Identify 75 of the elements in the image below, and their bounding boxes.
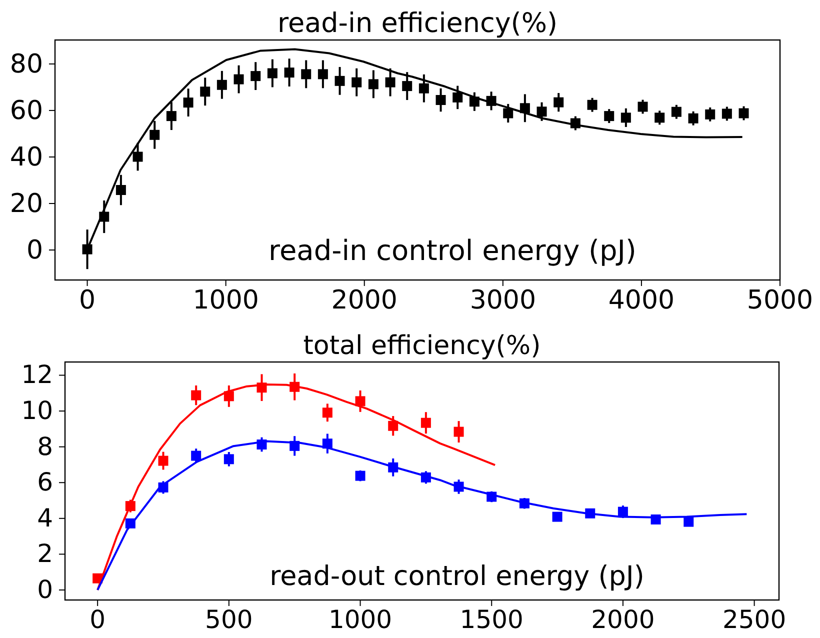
- point: [418, 83, 429, 94]
- point: [436, 95, 446, 105]
- point: [334, 76, 345, 86]
- y-tick-label: 0: [37, 574, 53, 604]
- point: [355, 396, 366, 406]
- point: [183, 98, 194, 108]
- point: [132, 152, 143, 162]
- x-tick-label: 3000: [470, 285, 536, 316]
- x-tick-label: 5000: [746, 285, 814, 316]
- point: [116, 185, 126, 195]
- y-tick-label: 60: [10, 96, 43, 126]
- point: [654, 112, 665, 123]
- chart-title: read-in efficiency(%): [277, 8, 558, 39]
- y-tick-label: 8: [37, 432, 53, 461]
- x-tick-label: 2000: [591, 604, 655, 634]
- point: [638, 102, 648, 112]
- point: [301, 69, 312, 80]
- x-axis-title: read-out control energy (pJ): [270, 561, 644, 592]
- point: [284, 68, 294, 78]
- point: [684, 516, 694, 527]
- y-tick-label: 2: [37, 539, 53, 568]
- point: [322, 408, 332, 418]
- y-tick-label: 0: [26, 235, 43, 266]
- point: [722, 108, 732, 119]
- point: [191, 390, 202, 400]
- y-tick-label: 40: [10, 142, 43, 172]
- point: [738, 108, 749, 118]
- point: [224, 454, 234, 464]
- y-tick-label: 6: [37, 468, 53, 497]
- point: [166, 111, 176, 122]
- point: [587, 100, 598, 110]
- x-tick-label: 0: [90, 604, 106, 634]
- point: [554, 97, 564, 108]
- x-tick-label: 1000: [192, 285, 259, 316]
- x-tick-label: 2500: [722, 604, 786, 634]
- point: [82, 244, 92, 254]
- x-tick-label: 1500: [460, 604, 524, 634]
- point: [452, 92, 463, 102]
- point: [385, 77, 396, 88]
- y-tick-label: 12: [21, 360, 53, 390]
- point: [620, 112, 631, 123]
- point: [267, 68, 278, 78]
- point: [150, 130, 160, 140]
- y-tick-label: 80: [10, 49, 43, 80]
- point: [503, 108, 514, 118]
- point: [368, 79, 378, 90]
- point: [420, 418, 431, 428]
- x-tick-label: 1000: [328, 604, 392, 634]
- point: [604, 111, 614, 122]
- point: [402, 81, 412, 92]
- point: [536, 106, 547, 117]
- x-tick-label: 0: [79, 285, 96, 316]
- point: [688, 113, 698, 124]
- y-tick-label: 20: [10, 188, 43, 219]
- point: [318, 69, 328, 80]
- point: [552, 512, 562, 522]
- point: [250, 71, 261, 82]
- point: [355, 470, 366, 481]
- x-tick-label: 500: [205, 604, 253, 634]
- point: [191, 450, 202, 461]
- y-tick-label: 10: [21, 396, 53, 426]
- chart-title: total efficiency(%): [303, 331, 541, 361]
- point: [671, 106, 682, 117]
- point: [216, 80, 227, 90]
- point: [454, 426, 464, 437]
- point: [234, 74, 244, 84]
- point: [200, 86, 210, 97]
- point: [158, 456, 168, 466]
- point: [352, 77, 362, 88]
- x-tick-label: 2000: [331, 285, 398, 316]
- x-tick-label: 4000: [608, 285, 675, 316]
- point: [388, 420, 398, 431]
- x-axis-title: read-in control energy (pJ): [268, 234, 636, 267]
- y-tick-label: 4: [37, 503, 53, 532]
- point: [705, 109, 716, 120]
